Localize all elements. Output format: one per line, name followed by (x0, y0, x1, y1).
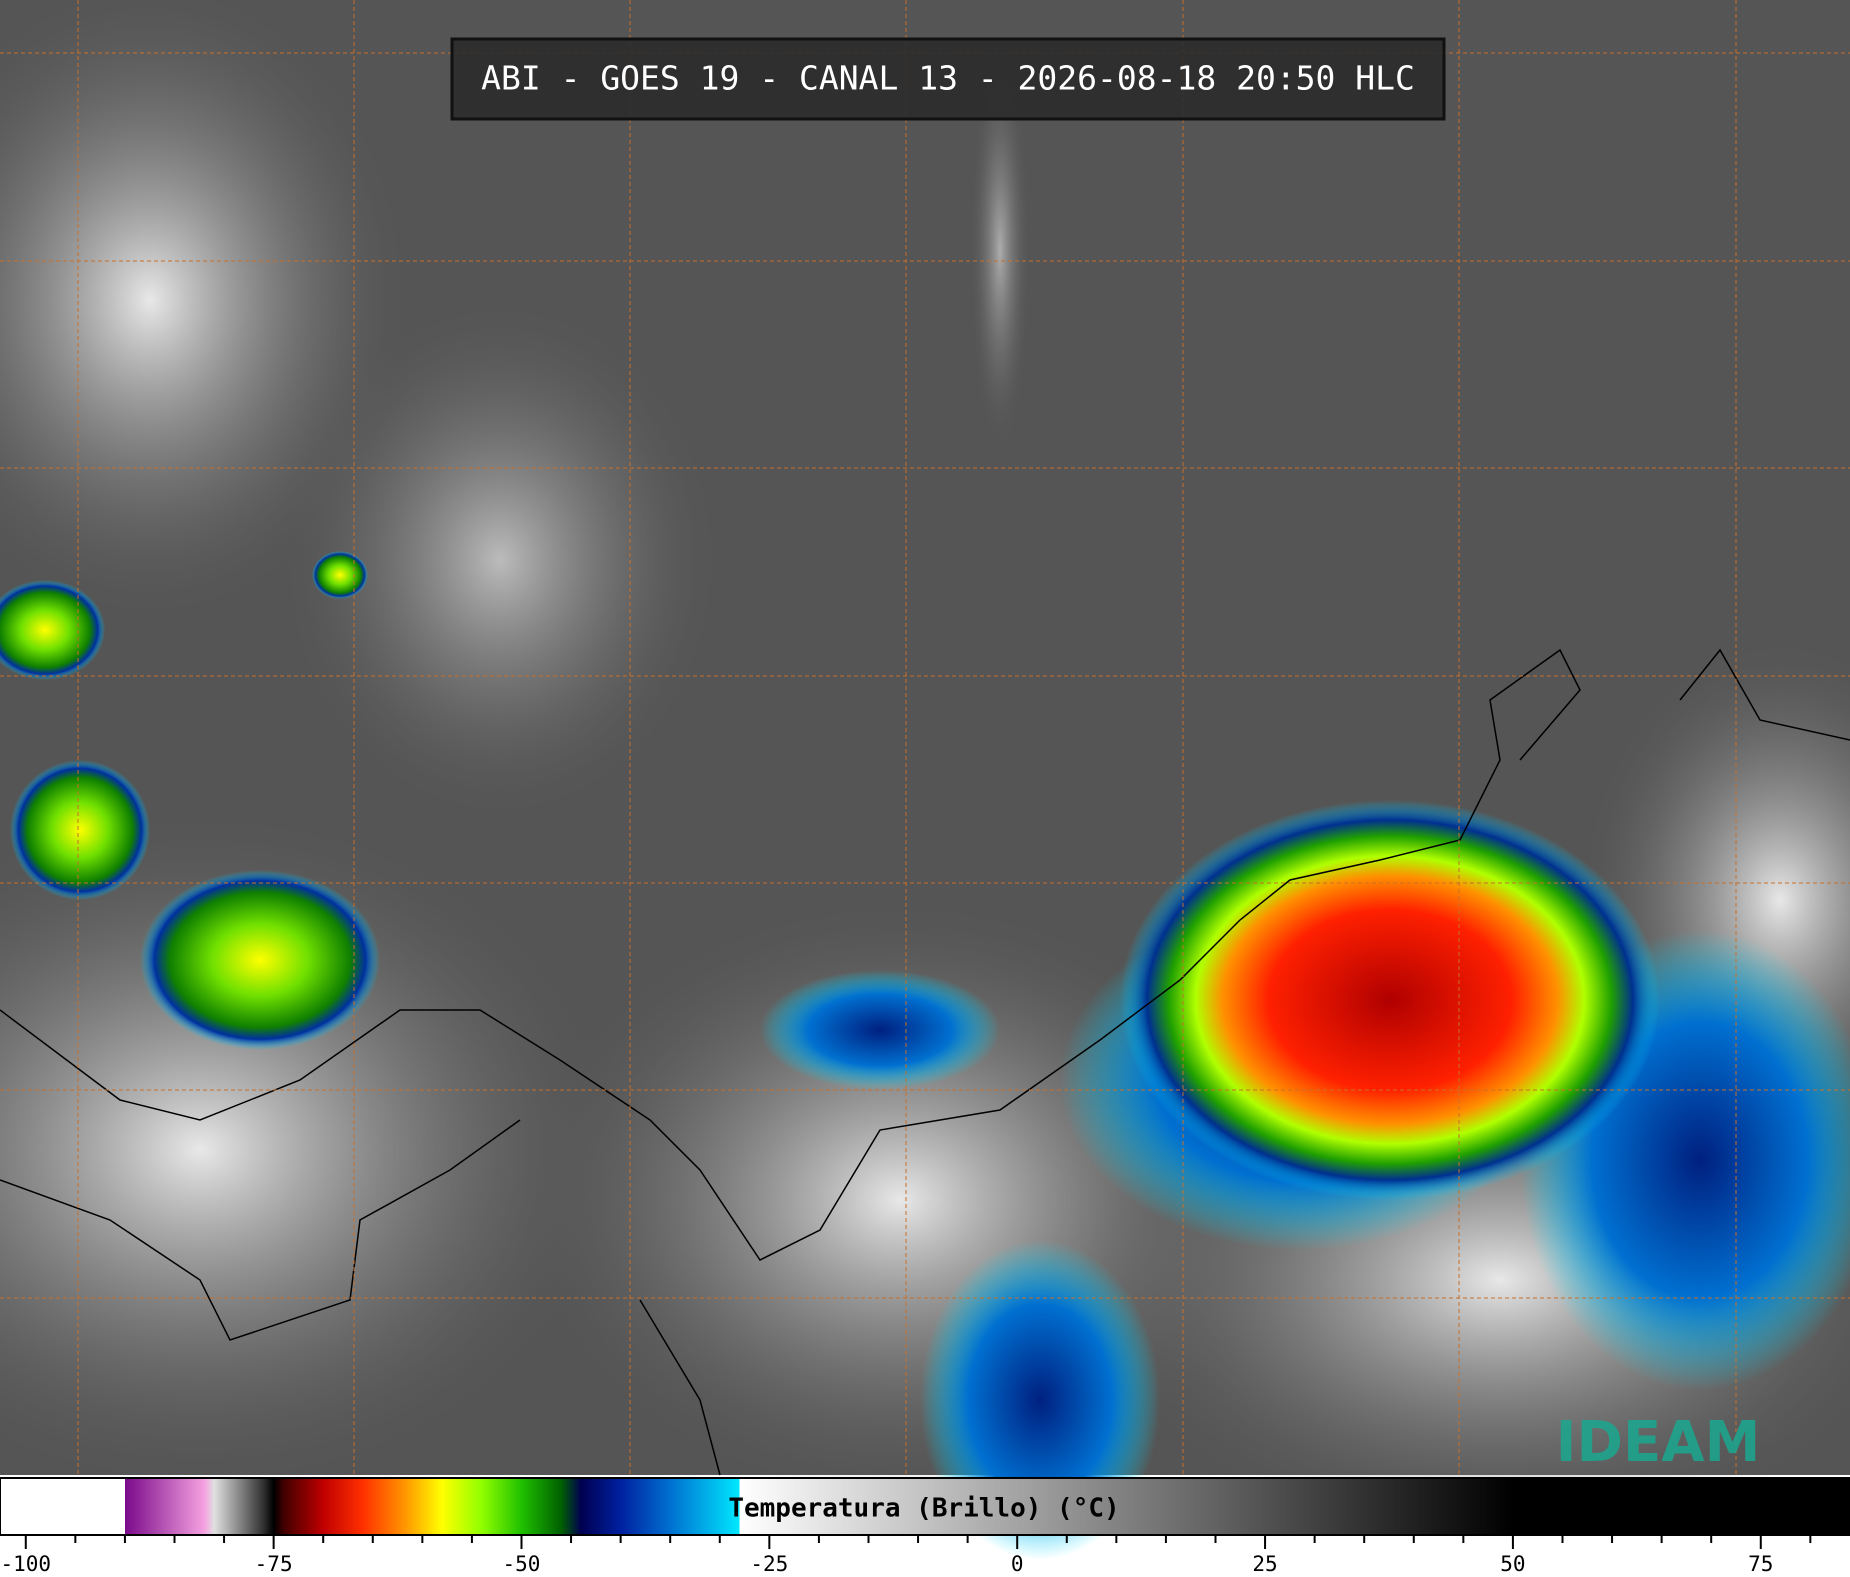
colorbar: Temperatura (Brillo) (°C) -100 -75 -50 -25 0 2… (0, 1477, 1850, 1576)
colorbar-label: Temperatura (Brillo) (°C) (728, 1494, 1119, 1524)
logo-text: IDEAM (1556, 1410, 1761, 1475)
tick-label: -100 (0, 1552, 51, 1576)
tick-label: -50 (503, 1552, 541, 1576)
colorbar-fill (0, 1477, 1850, 1536)
tick-label: 75 (1748, 1552, 1773, 1576)
tick-label: -25 (750, 1552, 788, 1576)
title-box (450, 37, 1446, 121)
tick-label: 25 (1252, 1552, 1277, 1576)
title: ABI - GOES 19 - CANAL 13 - 2026-08-18 20… (481, 59, 1415, 98)
tick-label: -75 (255, 1552, 293, 1576)
tick-label: 0 (1011, 1552, 1024, 1576)
tick-label: 50 (1500, 1552, 1525, 1576)
